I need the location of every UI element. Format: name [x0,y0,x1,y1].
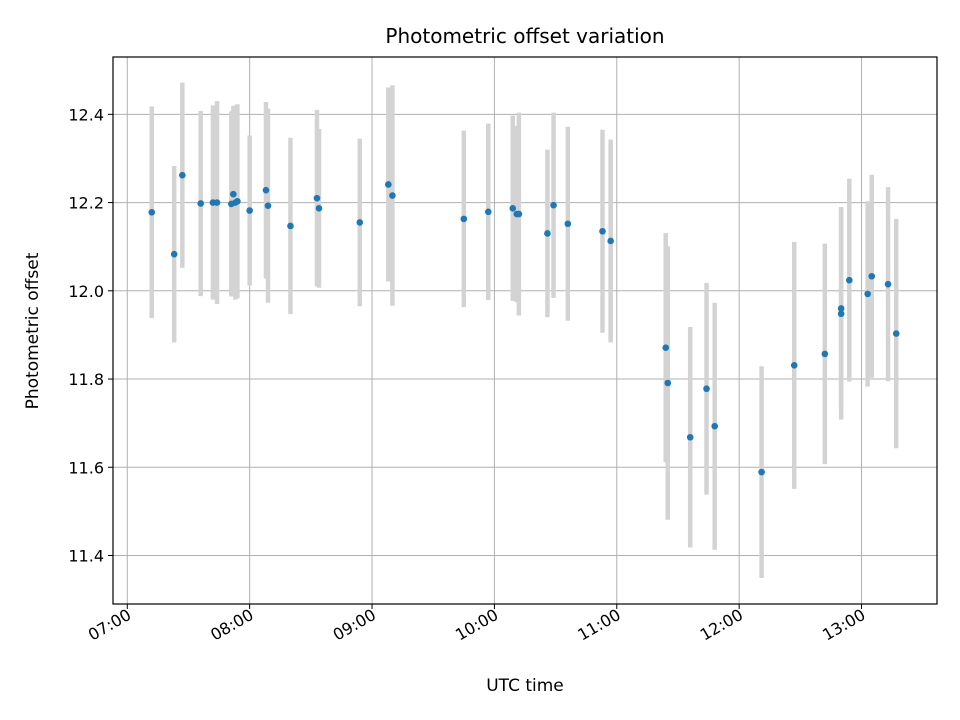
y-tick-label: 11.6 [68,458,104,477]
grid [113,57,937,604]
data-point [864,290,871,298]
data-points [148,171,900,476]
data-point [230,190,237,198]
data-point [179,171,186,179]
y-axis-label: Photometric offset [23,252,43,409]
data-point [234,197,241,205]
data-point [758,468,765,476]
y-tick-label: 11.8 [68,370,104,389]
data-point [664,379,672,387]
y-tick-label: 11.4 [68,546,104,565]
data-point [599,227,606,235]
data-point [550,201,557,209]
data-point [389,192,396,199]
y-tick-label: 12.2 [68,194,104,213]
data-point [837,305,845,312]
data-point [313,194,321,202]
data-point [790,362,798,369]
chart-title: Photometric offset variation [385,24,664,48]
x-axis-label: UTC time [486,676,564,696]
data-point [868,272,876,280]
data-point [515,210,523,218]
data-point [287,222,294,230]
data-point [385,181,392,188]
data-point [837,310,845,318]
data-point [544,230,551,237]
data-point [821,350,829,358]
data-point [662,344,670,352]
data-point [884,280,892,288]
data-point [892,330,900,337]
y-tick-label: 12.0 [68,282,104,301]
plot-frame [112,56,938,605]
data-point [213,199,221,206]
data-point [246,207,253,214]
data-point [711,422,718,430]
data-point [460,215,468,223]
y-tick-label: 12.4 [68,105,104,124]
data-point [703,385,710,393]
data-point [356,219,364,226]
data-point [170,250,178,258]
data-point [686,433,694,441]
data-point [564,220,572,228]
data-point [264,202,272,209]
data-point [315,205,323,212]
data-point [262,186,270,194]
data-point [607,237,614,245]
data-point [845,276,853,284]
data-point [197,200,205,207]
y-axis: 11.4 11.6 11.8 12.0 12.2 12.4 [68,105,113,565]
data-point [148,208,156,216]
data-point [484,208,492,216]
data-point [509,205,517,212]
